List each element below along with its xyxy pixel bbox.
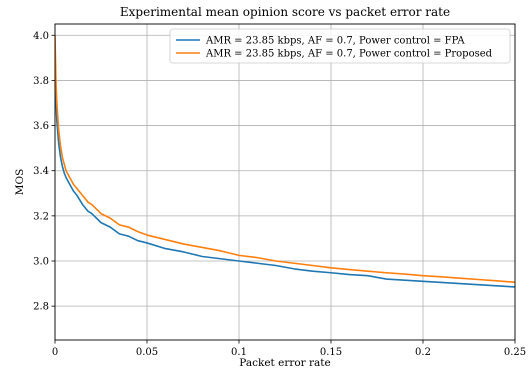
legend-label: AMR = 23.85 kbps, AF = 0.7, Power contro… <box>205 49 493 60</box>
x-tick-label: 0.1 <box>231 347 247 358</box>
y-tick-label: 3.0 <box>33 257 49 268</box>
y-tick-label: 3.4 <box>33 166 49 177</box>
series-line <box>55 57 515 288</box>
x-tick-label: 0.2 <box>415 347 431 358</box>
legend-label: AMR = 23.85 kbps, AF = 0.7, Power contro… <box>205 36 465 47</box>
x-tick-label: 0.25 <box>504 347 526 358</box>
x-axis-label: Packet error rate <box>239 357 331 369</box>
x-tick-label: 0 <box>52 347 58 358</box>
y-tick-label: 3.6 <box>33 121 49 132</box>
axes-frame <box>54 23 516 341</box>
y-tick-label: 2.8 <box>33 302 49 313</box>
y-tick-label: 3.8 <box>33 76 49 87</box>
ticks: 0 0.05 0.1 0.15 0.2 0.25 2.8 3.0 3.2 3.4 3.6 3.8 4.0 <box>33 31 526 358</box>
series-line <box>55 35 515 284</box>
x-tick-label: 0.15 <box>320 347 342 358</box>
legend: AMR = 23.85 kbps, AF = 0.7, Power contro… <box>169 28 511 64</box>
series-2 <box>55 35 515 284</box>
chart-title: Experimental mean opinion score vs packe… <box>120 5 450 19</box>
series-layer <box>55 35 515 288</box>
grid <box>54 24 516 340</box>
legend-box <box>169 28 511 64</box>
y-tick-label: 4.0 <box>33 31 49 42</box>
y-axis-label: MOS <box>14 169 26 196</box>
x-tick-label: 0.05 <box>136 347 158 358</box>
y-tick-label: 3.2 <box>33 211 49 222</box>
series-1 <box>55 57 515 288</box>
